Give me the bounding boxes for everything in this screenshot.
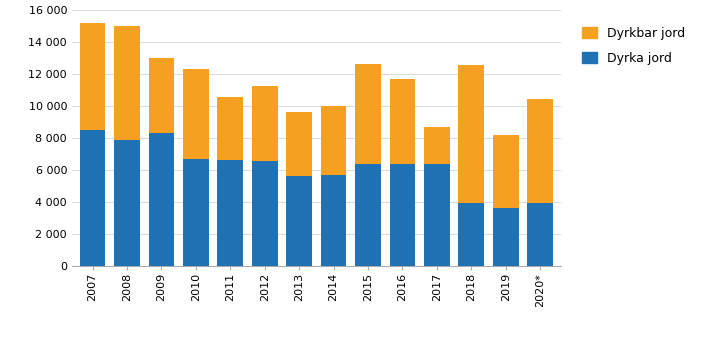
Bar: [321, 175, 347, 266]
Bar: [355, 164, 381, 266]
Bar: [217, 97, 243, 160]
Bar: [183, 159, 209, 266]
Bar: [252, 86, 278, 161]
Bar: [149, 58, 174, 133]
Bar: [114, 26, 140, 140]
Bar: [424, 164, 450, 266]
Bar: [527, 99, 553, 203]
Bar: [493, 208, 518, 266]
Bar: [217, 160, 243, 266]
Bar: [527, 203, 553, 266]
Bar: [286, 176, 312, 266]
Bar: [390, 79, 416, 164]
Bar: [459, 203, 484, 266]
Bar: [114, 140, 140, 266]
Bar: [286, 112, 312, 176]
Legend: Dyrkbar jord, Dyrka jord: Dyrkbar jord, Dyrka jord: [577, 21, 690, 70]
Bar: [390, 164, 416, 266]
Bar: [493, 135, 518, 208]
Bar: [80, 130, 106, 266]
Bar: [80, 23, 106, 130]
Bar: [424, 127, 450, 164]
Bar: [355, 64, 381, 164]
Bar: [321, 106, 347, 175]
Bar: [183, 69, 209, 159]
Bar: [459, 64, 484, 203]
Bar: [252, 161, 278, 266]
Bar: [149, 133, 174, 266]
